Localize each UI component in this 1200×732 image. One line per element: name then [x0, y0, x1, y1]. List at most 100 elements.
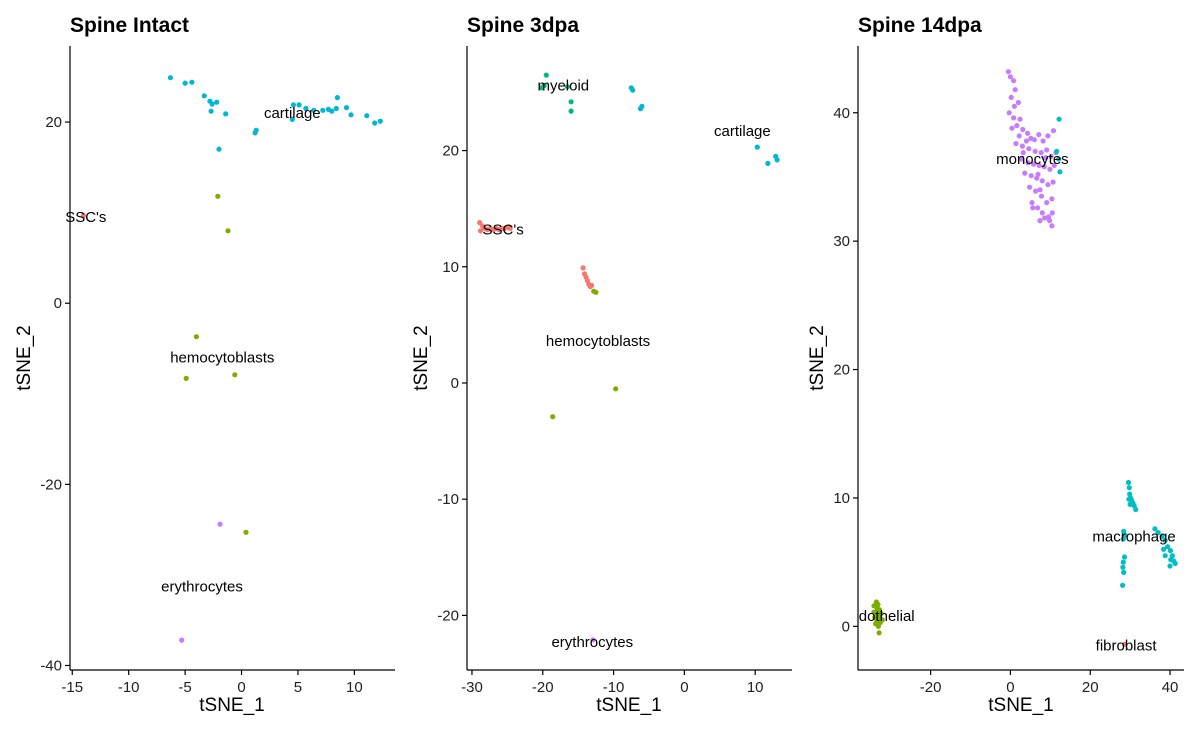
point-sscs: [589, 282, 595, 288]
x-tick-label: -20: [532, 679, 554, 696]
point-monocytes: [1035, 205, 1041, 211]
point-macrophage: [1161, 546, 1167, 552]
point-macrophage: [1162, 537, 1168, 543]
point-monocytes: [1036, 162, 1042, 168]
point-macrophage: [1155, 530, 1161, 536]
point-hemocytoblasts: [593, 289, 599, 295]
point-macrophage: [1127, 501, 1133, 507]
panel-spine-3dpa: Spine 3dpa myeloid cartilage SSC's hemocyto…: [411, 14, 792, 716]
point-cartilage: [303, 105, 309, 112]
point-myeloid: [564, 84, 571, 90]
point-cartilage: [774, 157, 780, 163]
y-axis-label: tSNE_2: [14, 325, 35, 390]
point-erythrocytes: [217, 521, 223, 527]
cluster-label: erythrocytes: [161, 579, 243, 596]
y-ticks: 0 10 20 30 40: [833, 105, 858, 635]
point-hemocytoblasts: [215, 193, 221, 199]
x-tick-label: -15: [61, 679, 83, 696]
point-macrophage: [1121, 569, 1127, 576]
point-monocytes: [1011, 103, 1018, 109]
point-monocytes: [1049, 196, 1055, 202]
cluster-label: erythrocytes: [551, 634, 633, 651]
point-monocytes: [1022, 170, 1028, 176]
cluster-label: hemocytoblasts: [170, 350, 274, 367]
point-fibroblast: [1121, 641, 1128, 647]
point-cartilage: [189, 79, 195, 85]
point-cartilage: [765, 160, 771, 166]
point-monocytes: [1037, 187, 1043, 193]
point-macrophage: [1056, 156, 1062, 162]
x-axis-label: tSNE_1: [596, 695, 661, 716]
y-tick-label: -10: [437, 491, 459, 508]
panel-spine-intact: Spine Intact cartilage SSC's hemocytoblast…: [14, 14, 395, 716]
point-sscs: [80, 212, 87, 218]
point-erythrocytes: [590, 637, 596, 643]
point-sscs: [507, 225, 513, 231]
point-hemocytoblasts: [193, 334, 199, 340]
point-monocytes: [1049, 223, 1055, 229]
x-tick-label: -10: [603, 679, 625, 696]
y-tick-label: 20: [833, 362, 850, 379]
point-macrophage: [1121, 528, 1127, 534]
point-hemocytoblasts: [550, 414, 556, 420]
point-cartilage: [320, 107, 326, 113]
point-cartilage: [348, 112, 354, 118]
point-macrophage: [1054, 148, 1060, 154]
point-sscs: [477, 220, 483, 226]
point-cartilage: [253, 127, 259, 133]
point-dothelial: [871, 609, 877, 615]
point-myeloid: [568, 99, 574, 105]
point-macrophage: [1172, 560, 1178, 567]
y-tick-label: 20: [442, 143, 459, 160]
panel-title: Spine 14dpa: [858, 14, 982, 37]
y-tick-label: 0: [451, 375, 459, 392]
point-hemocytoblasts: [225, 228, 231, 234]
point-cartilage: [364, 113, 370, 119]
point-myeloid: [541, 82, 547, 89]
cluster-label: fibroblast: [1096, 638, 1158, 655]
point-cartilage: [182, 80, 188, 86]
x-tick-label: -30: [461, 679, 483, 696]
point-cartilage: [201, 93, 207, 99]
point-cartilage: [214, 99, 220, 105]
point-macrophage: [1167, 563, 1173, 569]
point-monocytes: [1036, 132, 1042, 138]
cluster-label: SSC's: [482, 222, 523, 239]
point-cartilage: [216, 146, 222, 152]
cluster-label: cartilage: [714, 123, 771, 140]
point-macrophage: [1162, 553, 1168, 559]
point-cartilage: [639, 103, 645, 109]
point-erythrocytes: [179, 637, 185, 643]
point-monocytes: [1048, 153, 1054, 159]
point-monocytes: [1012, 87, 1018, 93]
x-tick-label: -10: [118, 679, 140, 696]
point-monocytes: [1031, 161, 1037, 167]
point-monocytes: [1011, 78, 1017, 84]
point-monocytes: [1009, 125, 1015, 131]
point-cartilage: [209, 101, 215, 107]
point-monocytes: [1014, 123, 1020, 129]
panel-title: Spine Intact: [70, 14, 189, 37]
point-monocytes: [1033, 188, 1039, 194]
cluster-labels: monocytes macrophage dothelial fibroblast: [859, 151, 1176, 655]
point-cartilage: [329, 108, 335, 114]
point-monocytes: [1044, 200, 1050, 206]
x-tick-label: -5: [178, 679, 191, 696]
point-monocytes: [1006, 110, 1012, 116]
point-monocytes: [1019, 156, 1025, 162]
y-axis-label: tSNE_2: [807, 325, 828, 390]
points-group: [871, 69, 1178, 647]
point-macrophage: [1159, 533, 1165, 540]
point-macrophage: [1120, 564, 1126, 570]
point-cartilage: [372, 120, 378, 126]
cluster-label: dothelial: [859, 608, 915, 625]
point-monocytes: [1019, 143, 1025, 149]
point-macrophage: [1168, 557, 1174, 563]
point-cartilage: [296, 102, 302, 108]
point-monocytes: [1017, 116, 1023, 122]
cluster-label: macrophage: [1092, 529, 1175, 546]
point-myeloid: [543, 72, 549, 78]
point-macrophage: [1120, 536, 1126, 542]
point-monocytes: [1032, 148, 1038, 154]
